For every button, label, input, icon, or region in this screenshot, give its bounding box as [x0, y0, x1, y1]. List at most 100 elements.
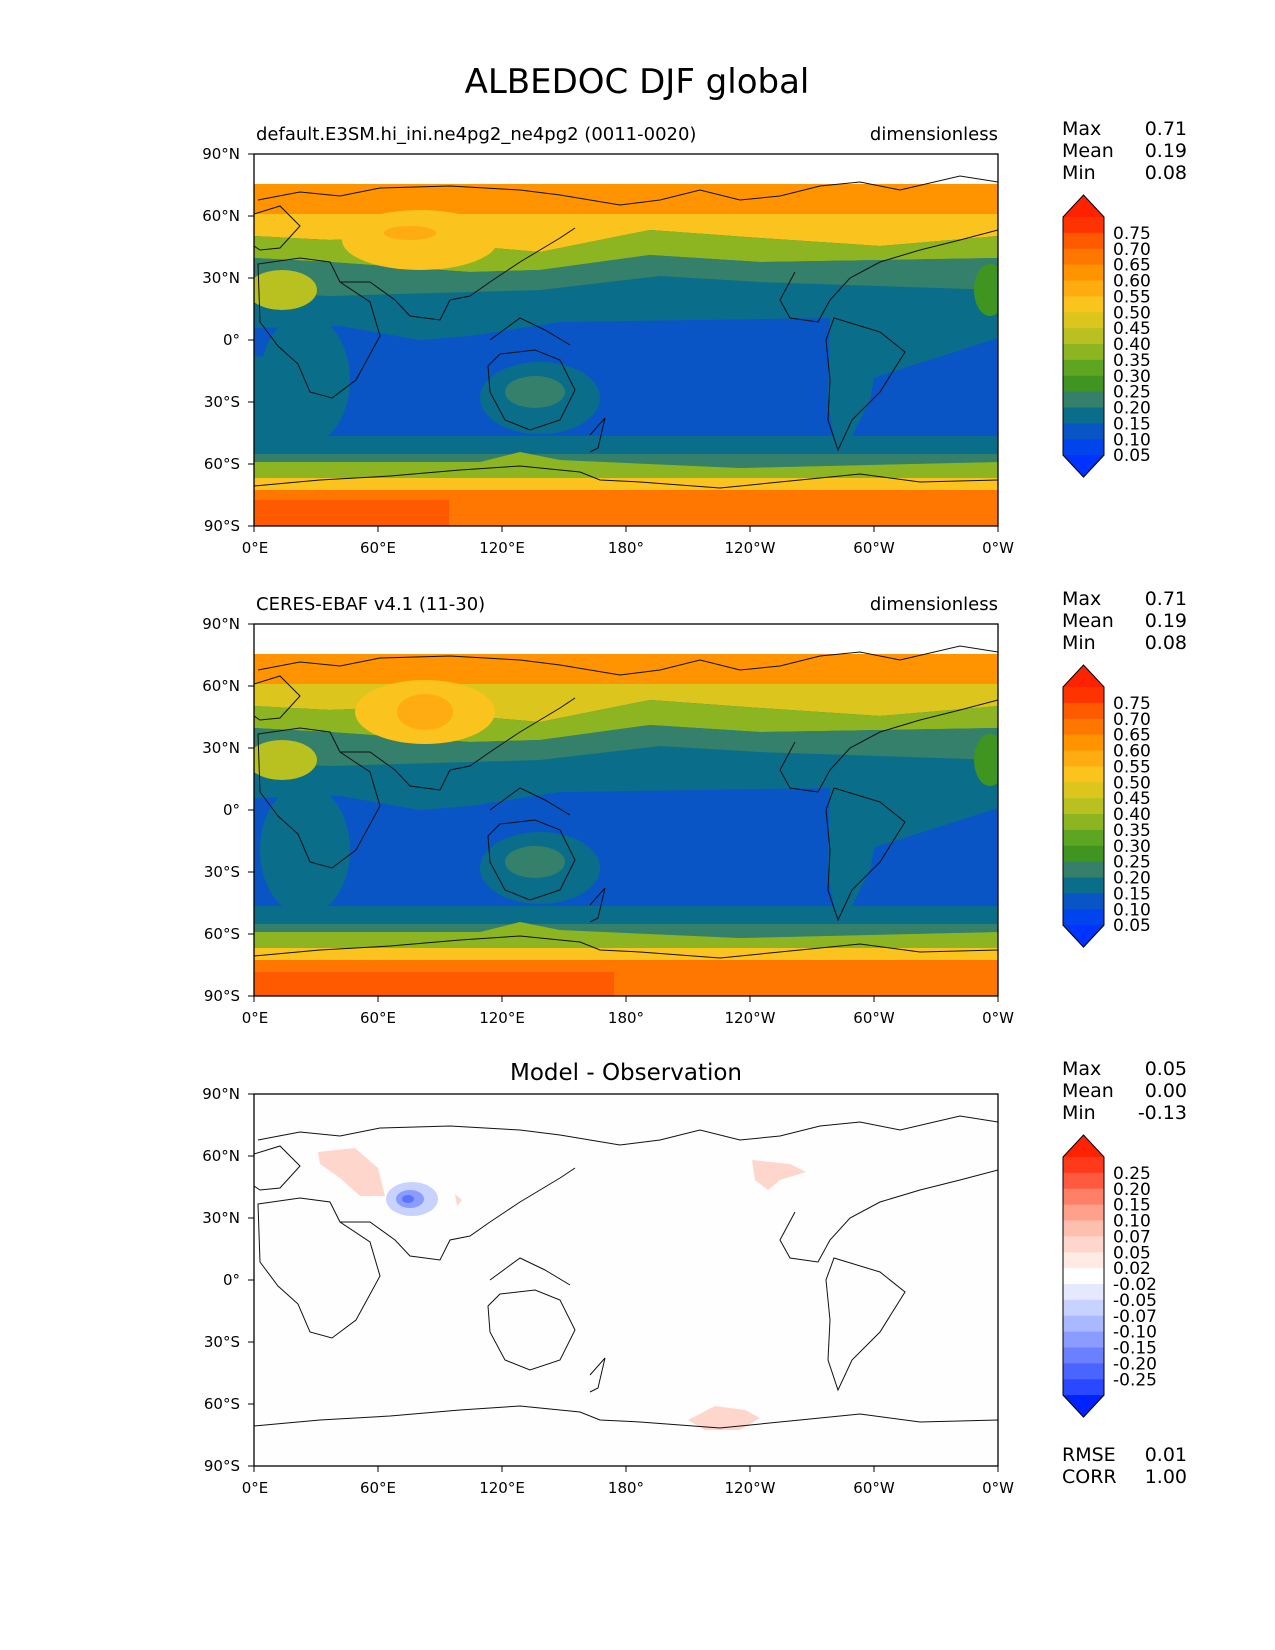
colorbar-band: [1063, 407, 1104, 424]
colorbar-band: [1063, 782, 1104, 799]
colorbar-tick-label: 0.35: [1113, 351, 1151, 371]
stat-value-mean: 0.19: [1145, 140, 1187, 162]
colorbar-tick-label: 0.50: [1113, 773, 1151, 793]
y-tick: 60°N: [202, 1147, 240, 1165]
panel-center-title: Model - Observation: [510, 1060, 742, 1086]
panel-left-title: CERES-EBAF v4.1 (11-30): [256, 594, 485, 615]
colorbar-tick-label: 0.15: [1113, 414, 1151, 434]
stat-label-max: Max: [1062, 118, 1101, 140]
x-tick: 120°W: [725, 539, 776, 557]
colorbar-band: [1063, 217, 1104, 234]
x-tick: 60°E: [360, 539, 396, 557]
colorbar-tick-label: 0.30: [1113, 837, 1151, 857]
x-tick: 60°E: [360, 1009, 396, 1027]
colorbar-band: [1063, 798, 1104, 815]
y-tick: 60°S: [204, 455, 240, 473]
colorbar-tick-label: 0.25: [1113, 853, 1151, 873]
colorbar-band: [1063, 1268, 1104, 1285]
y-tick: 90°S: [204, 517, 240, 535]
stat-value-mean: 0.00: [1145, 1080, 1187, 1102]
albedo-contour-field: [254, 624, 998, 996]
stat-label-mean: Mean: [1062, 610, 1114, 632]
colorbar-tick-label: 0.40: [1113, 335, 1151, 355]
stat-label-max: Max: [1062, 588, 1101, 610]
stat-label-min: Min: [1062, 1102, 1096, 1124]
colorbar-band: [1063, 1252, 1104, 1269]
colorbar-tick-label: -0.10: [1113, 1323, 1157, 1343]
colorbar-band: [1063, 829, 1104, 847]
colorbar-band: [1063, 312, 1104, 329]
x-tick: 60°W: [853, 539, 895, 557]
panel-model: default.E3SM.hi_ini.ne4pg2_ne4pg2 (0011-…: [202, 118, 1187, 557]
y-tick: 90°N: [202, 615, 240, 633]
colorbar-extend-max: [1063, 665, 1104, 687]
colorbar-extend-min: [1063, 455, 1104, 478]
colorbar-tick-label: 0.20: [1113, 1180, 1151, 1200]
colorbar-band: [1063, 718, 1104, 736]
colorbar-tick-label: 0.55: [1113, 757, 1151, 777]
colorbar-tick-label: 0.20: [1113, 399, 1151, 419]
x-tick: 120°E: [479, 539, 525, 557]
colorbar-band: [1063, 232, 1104, 250]
x-tick: 60°E: [360, 1479, 396, 1497]
colorbar-band: [1063, 1172, 1104, 1190]
colorbar-outline: [1062, 1134, 1105, 1418]
x-tick: 0°W: [982, 539, 1014, 557]
stats-block: Max 0.05 Mean 0.00 Min -0.13 RMSE 0.01 C…: [1062, 1058, 1187, 1488]
y-tick: 30°N: [202, 1209, 240, 1227]
x-tick: 120°W: [725, 1479, 776, 1497]
colorbar-band: [1063, 328, 1104, 345]
colorbar-band: [1063, 893, 1104, 910]
colorbar-band: [1063, 264, 1104, 281]
colorbar-band: [1063, 1204, 1104, 1221]
colorbar-band: [1063, 280, 1104, 297]
colorbar-tick-label: 0.30: [1113, 367, 1151, 387]
y-tick: 30°S: [204, 863, 240, 881]
x-tick: 60°W: [853, 1009, 895, 1027]
colorbar-tick-label: 0.10: [1113, 430, 1151, 450]
x-tick: 0°W: [982, 1479, 1014, 1497]
colorbar-tick-label: 0.05: [1113, 446, 1151, 466]
x-tick: 0°E: [242, 539, 269, 557]
colorbar-band: [1063, 909, 1104, 926]
panel-observation: CERES-EBAF v4.1 (11-30) dimensionless: [202, 588, 1187, 1027]
colorbar-band: [1063, 861, 1104, 878]
coastlines: [254, 175, 998, 489]
y-tick: 90°S: [204, 987, 240, 1005]
colorbar-tick-label: 0.60: [1113, 272, 1151, 292]
figure-title: ALBEDOC DJF global: [465, 62, 810, 102]
axis-ticks: 90°N 60°N 30°N 0° 30°S 60°S 90°S 0°E 60°…: [202, 1085, 1014, 1497]
y-tick: 60°S: [204, 1395, 240, 1413]
colorbar-tick-label: 0.02: [1113, 1259, 1151, 1279]
x-tick: 60°W: [853, 1479, 895, 1497]
stats-block: Max 0.71 Mean 0.19 Min 0.08: [1062, 588, 1187, 654]
colorbar: 0.750.700.650.600.550.500.450.400.350.30…: [1062, 664, 1151, 948]
colorbar-tick-label: 0.55: [1113, 287, 1151, 307]
colorbar-band: [1063, 296, 1104, 313]
stat-value-mean: 0.19: [1145, 610, 1187, 632]
y-tick: 60°N: [202, 677, 240, 695]
colorbar-band: [1063, 1188, 1104, 1206]
colorbar-band: [1063, 1315, 1104, 1333]
colorbar-tick-label: -0.07: [1113, 1307, 1157, 1327]
colorbar-tick-label: 0.75: [1113, 224, 1151, 244]
colorbar-tick-label: -0.20: [1113, 1354, 1157, 1374]
colorbar-tick-label: 0.45: [1113, 319, 1151, 339]
colorbar-tick-label: 0.05: [1113, 916, 1151, 936]
colorbar-band: [1063, 814, 1104, 831]
colorbar-band: [1063, 359, 1104, 377]
colorbar-tick-label: -0.15: [1113, 1339, 1157, 1359]
colorbar-band: [1063, 391, 1104, 408]
colorbar-band: [1063, 1284, 1104, 1301]
colorbar-tick-label: 0.25: [1113, 1164, 1151, 1184]
stat-value-max: 0.05: [1145, 1058, 1187, 1080]
colorbar-tick-label: 0.20: [1113, 869, 1151, 889]
difference-contour-field: [254, 1094, 998, 1466]
panel-difference: Model - Observation 90°N 60°N: [202, 1058, 1187, 1497]
colorbar-band: [1063, 1363, 1104, 1380]
colorbar-band: [1063, 845, 1104, 863]
colorbar-band: [1063, 439, 1104, 456]
colorbar-extend-min: [1063, 925, 1104, 948]
x-tick: 120°E: [479, 1009, 525, 1027]
colorbar-tick-label: 0.35: [1113, 821, 1151, 841]
